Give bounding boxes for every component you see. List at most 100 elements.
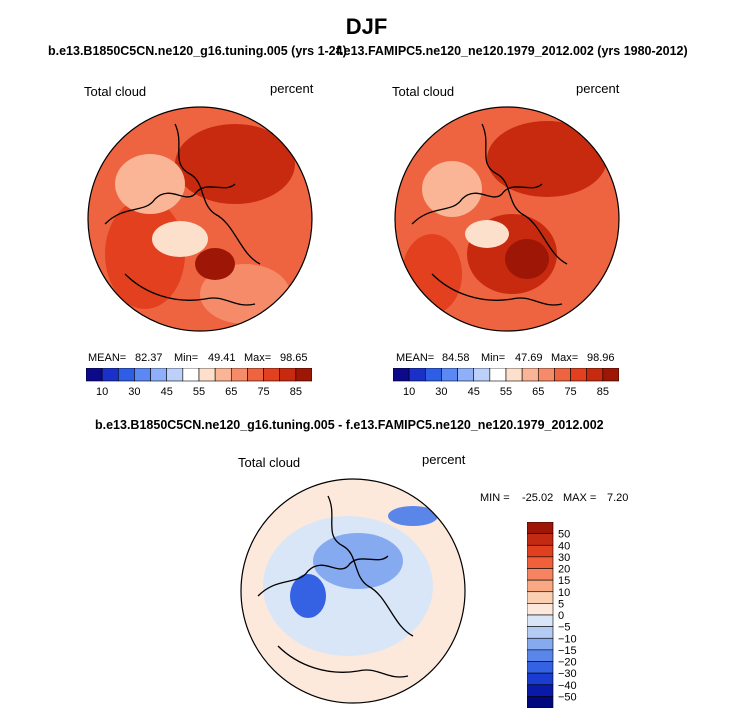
- colorbar-swatch: [263, 368, 281, 382]
- panel2-field-lowest: [465, 220, 509, 248]
- panel3-min-label: MIN =: [480, 492, 510, 504]
- colorbar-tick-label: −15: [558, 645, 577, 657]
- colorbar-swatch: [214, 368, 232, 382]
- colorbar-swatch: [457, 368, 475, 382]
- panel3-units: percent: [422, 452, 466, 467]
- colorbar-swatch: [521, 368, 539, 382]
- panel3-coastline-a: [257, 555, 389, 597]
- colorbar-swatch: [424, 368, 442, 382]
- panel1-field-lowest: [152, 221, 208, 257]
- colorbar-swatch: [586, 368, 604, 382]
- panel2-case-label: f.e13.FAMIPC5.ne120_ne120.1979_2012.002 …: [336, 44, 688, 58]
- panel1-mean-label: MEAN=: [88, 352, 127, 364]
- panel2-coastline-a: [411, 183, 543, 225]
- colorbar-tick-label: 75: [257, 386, 269, 398]
- colorbar-swatch: [527, 649, 554, 662]
- panel2-coastline-c: [431, 273, 563, 306]
- panel3-field-neg3: [290, 574, 326, 618]
- panel2-map: [394, 106, 620, 332]
- colorbar-swatch: [537, 368, 555, 382]
- colorbar-tick-label: 30: [558, 552, 570, 564]
- colorbar-swatch: [441, 368, 458, 382]
- colorbar-tick-label: 10: [96, 386, 108, 398]
- panel3-coastline-c: [277, 645, 409, 678]
- colorbar-swatch: [247, 368, 264, 382]
- colorbar-tick-label: −50: [558, 691, 577, 703]
- colorbar-tick-label: 5: [558, 598, 564, 610]
- panel3-max-label: MAX =: [563, 492, 597, 504]
- colorbar-tick-label: −20: [558, 657, 577, 669]
- colorbar-swatch: [408, 368, 426, 382]
- colorbar-tick-label: −5: [558, 622, 571, 634]
- colorbar-swatch: [198, 368, 216, 382]
- panel1-field-high: [175, 124, 295, 204]
- colorbar-swatch: [527, 544, 554, 558]
- colorbar-tick-label: 65: [532, 386, 544, 398]
- colorbar-swatch: [86, 368, 103, 382]
- panel3-min-value: -25.02: [522, 492, 554, 504]
- panel2-units: percent: [576, 81, 620, 96]
- panel2-mean-label: MEAN=: [396, 352, 435, 364]
- colorbar-swatch: [166, 368, 184, 382]
- colorbar-swatch: [527, 672, 554, 686]
- panel2-max-value: 98.96: [587, 352, 615, 364]
- colorbar-swatch: [602, 368, 619, 382]
- colorbar-swatch: [527, 684, 554, 697]
- colorbar-swatch: [150, 368, 168, 382]
- panel1-coastline-b: [174, 123, 261, 265]
- colorbar-tick-label: 15: [558, 575, 570, 587]
- colorbar-tick-label: 20: [558, 564, 570, 576]
- panel2-variable-title: Total cloud: [392, 84, 455, 99]
- colorbar-swatch: [527, 556, 554, 569]
- colorbar-swatch: [527, 637, 554, 651]
- colorbar-tick-label: 85: [290, 386, 302, 398]
- colorbar-swatch: [527, 696, 554, 708]
- panel1-max-label: Max=: [244, 352, 272, 364]
- colorbar-tick-label: 0: [558, 610, 564, 622]
- colorbar-swatch: [527, 579, 554, 593]
- panel1-field-max: [195, 248, 235, 280]
- panel2-mean-value: 84.58: [442, 352, 470, 364]
- panel1-coastline-a: [104, 183, 236, 225]
- colorbar-tick-label: 45: [468, 386, 480, 398]
- colorbar-tick-label: 40: [558, 540, 570, 552]
- colorbar-swatch: [554, 368, 571, 382]
- colorbar-tick-label: 55: [193, 386, 205, 398]
- panel3-variable-title: Total cloud: [238, 455, 301, 470]
- colorbar-swatch: [117, 368, 135, 382]
- panel3-field-neg2: [313, 533, 403, 589]
- panel3-map: [240, 478, 466, 704]
- colorbar-swatch: [527, 614, 554, 627]
- panel1-units: percent: [270, 81, 314, 96]
- colorbar-tick-label: −10: [558, 633, 577, 645]
- panel1-map: [87, 106, 313, 332]
- panel2-min-value: 47.69: [515, 352, 543, 364]
- colorbar-swatch: [527, 626, 554, 639]
- panel1-mean-value: 82.37: [135, 352, 163, 364]
- colorbar-tick-label: 30: [435, 386, 447, 398]
- colorbar-tick-label: 30: [128, 386, 140, 398]
- panel2-colorbar: 1030455565758595: [393, 368, 619, 398]
- colorbar-swatch: [295, 368, 312, 382]
- colorbar-swatch: [527, 603, 554, 616]
- panel2-field-low: [422, 161, 482, 217]
- panel2-coastline-b: [481, 123, 568, 265]
- panel3-map-border: [240, 478, 466, 704]
- panel3-max-value: 7.20: [607, 492, 629, 504]
- panel1-min-value: 49.41: [208, 352, 236, 364]
- colorbar-swatch: [505, 368, 523, 382]
- panel1-map-border: [87, 106, 313, 332]
- figure-title: DJF: [345, 14, 388, 39]
- colorbar-swatch: [527, 568, 554, 581]
- colorbar-swatch: [527, 522, 554, 534]
- colorbar-swatch: [570, 368, 588, 382]
- panel1-field-low: [115, 154, 185, 214]
- panel3-case-label: b.e13.B1850C5CN.ne120_g16.tuning.005 - f…: [95, 418, 604, 432]
- panel2-min-label: Min=: [481, 352, 506, 364]
- colorbar-tick-label: 50: [558, 529, 570, 541]
- colorbar-swatch: [230, 368, 248, 382]
- panel1-case-label: b.e13.B1850C5CN.ne120_g16.tuning.005 (yr…: [48, 44, 347, 58]
- panel1-coastline-c: [124, 273, 256, 306]
- colorbar-swatch: [101, 368, 119, 382]
- panel2-map-border: [394, 106, 620, 332]
